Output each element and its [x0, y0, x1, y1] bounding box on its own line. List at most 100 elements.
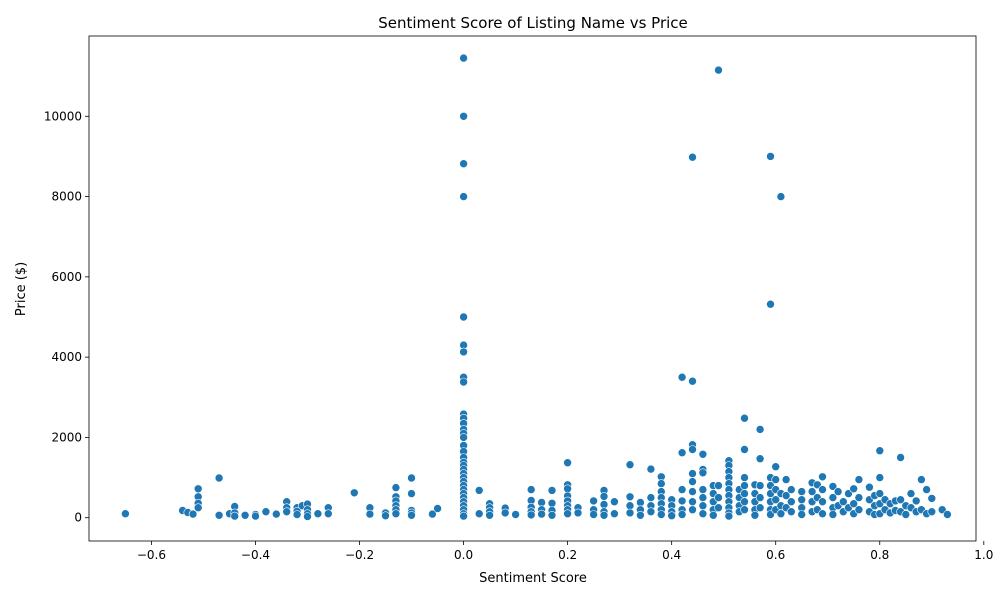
- data-point: [698, 509, 708, 519]
- data-point: [547, 486, 557, 495]
- data-point: [750, 510, 760, 520]
- data-point: [781, 491, 791, 500]
- data-point: [781, 475, 791, 484]
- data-point: [474, 486, 484, 495]
- data-point: [677, 485, 687, 494]
- data-point: [547, 510, 557, 520]
- data-point: [407, 473, 416, 483]
- data-point: [755, 493, 765, 502]
- data-point: [818, 497, 827, 507]
- data-point: [828, 482, 838, 491]
- data-point: [849, 484, 859, 494]
- data-point: [714, 493, 723, 502]
- data-point: [599, 510, 609, 520]
- data-point: [573, 508, 583, 518]
- data-point: [771, 495, 781, 505]
- x-tick-label: 0.4: [662, 548, 681, 562]
- data-point: [755, 503, 765, 513]
- data-point: [714, 481, 723, 490]
- data-point: [755, 454, 765, 464]
- data-point: [261, 507, 271, 517]
- data-point: [740, 481, 749, 490]
- data-point: [537, 509, 546, 519]
- data-point: [636, 498, 645, 507]
- data-point: [854, 475, 864, 484]
- data-point: [755, 425, 765, 434]
- data-point: [188, 509, 198, 519]
- data-point: [688, 497, 697, 507]
- chart-title: Sentiment Score of Listing Name vs Price: [378, 14, 688, 32]
- data-point: [688, 477, 697, 486]
- data-point: [428, 509, 437, 519]
- data-point: [776, 509, 786, 519]
- data-point: [459, 312, 468, 322]
- data-point: [677, 496, 687, 506]
- data-point: [766, 152, 775, 161]
- data-point: [740, 473, 749, 482]
- data-point: [896, 495, 905, 505]
- data-point: [121, 509, 130, 519]
- x-tick-label: −0.6: [137, 548, 166, 562]
- data-point: [563, 509, 572, 519]
- data-point: [459, 433, 468, 442]
- data-point: [526, 485, 536, 494]
- data-point: [688, 152, 697, 162]
- x-tick-label: −0.4: [241, 548, 270, 562]
- data-point: [537, 498, 546, 507]
- y-tick-label: 10000: [44, 109, 82, 123]
- data-point: [724, 511, 734, 521]
- data-point: [303, 512, 312, 521]
- plot-frame: [88, 35, 977, 542]
- points-layer: [121, 53, 952, 521]
- data-point: [818, 509, 827, 519]
- data-point: [589, 496, 598, 506]
- y-axis: 0 2000 4000 6000 8000 10000: [44, 109, 89, 525]
- data-point: [849, 499, 859, 509]
- data-point: [391, 483, 401, 492]
- data-point: [610, 497, 619, 507]
- data-point: [599, 500, 609, 509]
- data-point: [818, 485, 827, 494]
- data-point: [828, 493, 838, 502]
- data-point: [797, 487, 807, 496]
- data-point: [828, 510, 838, 519]
- y-tick-label: 2000: [51, 430, 82, 444]
- x-tick-label: 0.2: [558, 548, 577, 562]
- data-point: [688, 469, 697, 478]
- data-point: [677, 510, 687, 519]
- data-point: [625, 492, 635, 502]
- data-point: [625, 501, 635, 511]
- data-point: [786, 485, 796, 494]
- data-point: [547, 498, 557, 508]
- data-point: [485, 510, 494, 520]
- data-point: [865, 482, 874, 492]
- data-point: [708, 510, 718, 520]
- x-tick-label: 0.0: [454, 548, 473, 562]
- data-point: [771, 462, 781, 472]
- data-point: [433, 504, 442, 513]
- data-point: [656, 479, 666, 488]
- data-point: [656, 510, 666, 519]
- data-point: [282, 507, 292, 517]
- data-point: [797, 495, 807, 505]
- data-point: [740, 445, 749, 454]
- data-point: [349, 488, 359, 498]
- data-point: [459, 112, 468, 121]
- data-point: [589, 510, 598, 519]
- data-point: [230, 511, 239, 521]
- data-point: [786, 497, 796, 507]
- data-point: [766, 299, 775, 309]
- data-point: [459, 159, 468, 168]
- x-tick-label: −0.2: [345, 548, 374, 562]
- data-point: [875, 473, 885, 482]
- data-point: [511, 510, 520, 519]
- data-point: [698, 485, 708, 494]
- data-point: [391, 509, 401, 519]
- data-point: [381, 511, 390, 521]
- y-tick-label: 4000: [51, 350, 82, 364]
- data-point: [677, 372, 687, 382]
- data-point: [459, 53, 468, 63]
- data-point: [740, 497, 749, 507]
- data-point: [906, 489, 916, 498]
- data-point: [776, 192, 786, 201]
